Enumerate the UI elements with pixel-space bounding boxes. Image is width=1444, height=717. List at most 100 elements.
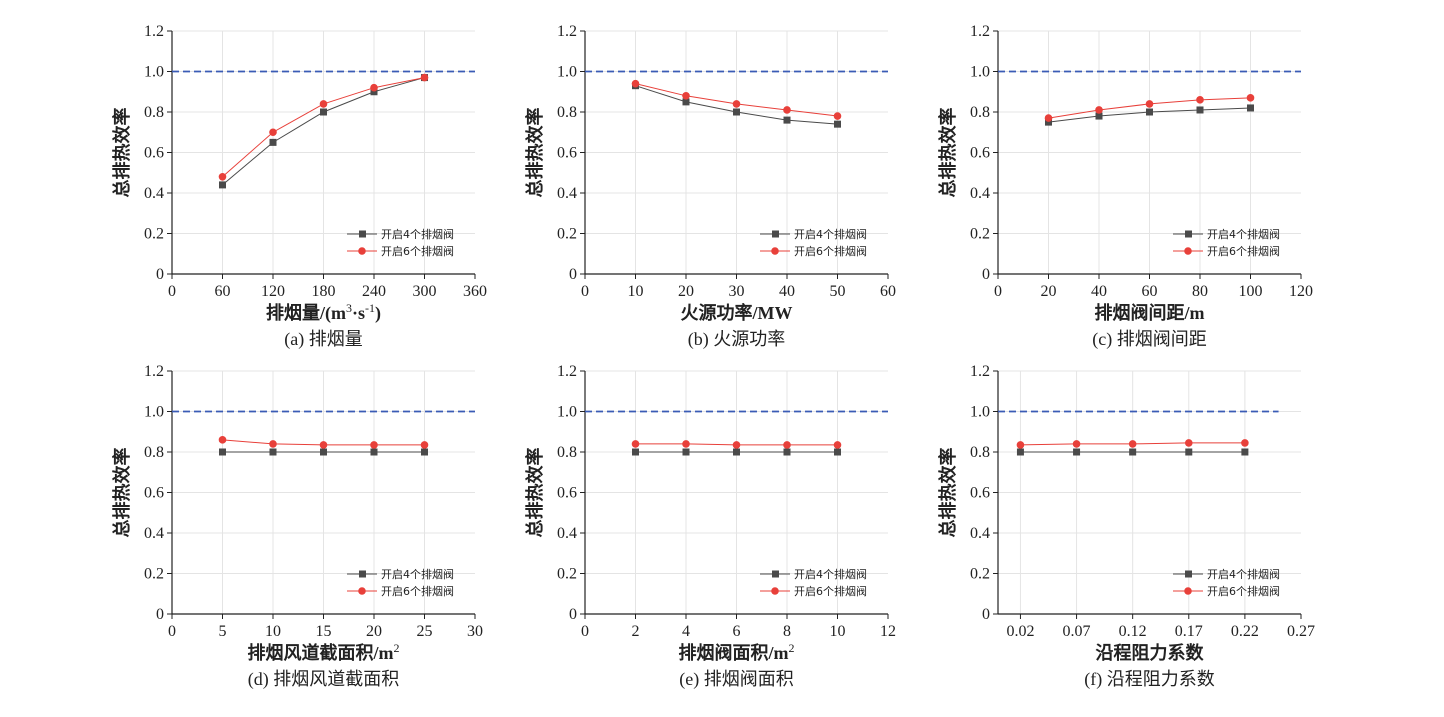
data-point (320, 108, 327, 116)
x-axis-label-part: 排烟阀间距/m (1095, 302, 1205, 323)
legend-label: 开启6个排烟阀 (381, 244, 454, 258)
x-tick-label: 180 (312, 283, 336, 300)
data-point (1196, 106, 1204, 114)
legend-label: 开启4个排烟阀 (794, 227, 867, 241)
x-axis-label-part: ) (375, 303, 381, 324)
x-tick-label: 20 (366, 623, 382, 640)
legend-label: 开启4个排烟阀 (381, 567, 454, 581)
data-point (1072, 440, 1081, 448)
x-tick-label: 60 (1142, 283, 1158, 300)
y-axis-label: 总排热效率 (111, 108, 132, 198)
x-tick-label: 30 (467, 623, 483, 640)
legend-marker (359, 230, 366, 238)
y-tick-label: 0.8 (970, 444, 990, 461)
chart-panel-d: 0 5 10 15 20 25 30 0 0.2 0.4 0.6 0.8 1.0 1.2 开启4个排烟阀开启… (111, 363, 483, 690)
legend-label: 开启4个排烟阀 (794, 567, 867, 581)
x-tick-label: 0.07 (1063, 623, 1091, 640)
x-tick-label: 40 (779, 283, 795, 300)
data-point (1073, 448, 1081, 456)
data-point (218, 173, 227, 181)
y-tick-label: 0.2 (557, 566, 577, 583)
x-tick-label: 80 (1192, 283, 1208, 300)
chart-panel-e: 0 2 4 6 8 10 12 0 0.2 0.4 0.6 0.8 1.0 1.2 开启4个排烟阀开启6个排… (524, 363, 896, 690)
data-point (1016, 441, 1025, 449)
x-axis-label-part: 排烟风道截面积/m (248, 642, 394, 663)
x-tick-label: 20 (678, 283, 694, 300)
data-point (219, 448, 226, 456)
data-point (1241, 448, 1249, 456)
data-point (1241, 439, 1249, 447)
x-axis-label-part: -1 (365, 301, 375, 315)
y-tick-label: 0.4 (144, 525, 164, 542)
x-axis-label-part: 排烟阀面积/m (679, 642, 789, 663)
panel-caption: (b) 火源功率 (688, 329, 786, 350)
x-tick-label: 0.12 (1119, 623, 1147, 640)
legend-label: 开启4个排烟阀 (1207, 227, 1280, 241)
chart-panel-c: 0 20 40 60 80 100 120 0 0.2 0.4 0.6 0.8 1.0 1.2 开启4个排烟… (937, 23, 1313, 350)
data-point (1146, 108, 1153, 116)
data-point (319, 100, 328, 108)
y-tick-label: 0.8 (557, 104, 577, 121)
y-tick-label: 0.8 (144, 444, 164, 461)
x-tick-label: 240 (362, 283, 386, 300)
legend-marker (358, 247, 366, 255)
x-tick-label: 10 (265, 623, 281, 640)
y-axis-label: 总排热效率 (524, 448, 545, 538)
legend-label: 开启4个排烟阀 (1207, 567, 1280, 581)
data-point (783, 441, 791, 449)
legend-marker (772, 230, 779, 238)
data-point (783, 106, 791, 114)
x-tick-label: 20 (1041, 283, 1057, 300)
data-point (269, 440, 277, 448)
y-tick-label: 1.2 (970, 363, 990, 380)
panel-caption: (d) 排烟风道截面积 (248, 669, 400, 690)
data-point (733, 108, 740, 116)
legend-marker (1185, 230, 1192, 238)
data-point (421, 448, 428, 456)
y-tick-label: 0 (569, 266, 577, 283)
legend-marker (771, 587, 779, 595)
data-point (834, 448, 841, 456)
y-axis-label: 总排热效率 (111, 448, 132, 538)
data-point (783, 116, 791, 124)
y-tick-label: 1.0 (970, 404, 990, 421)
data-point (631, 79, 640, 88)
x-tick-label: 0 (581, 283, 589, 300)
data-point (631, 440, 640, 448)
chart-panel-a: 0 60 120 180 240 300 360 0 0.2 0.4 0.6 0.8 1.0 1.2 开启4… (111, 23, 487, 350)
data-point (632, 448, 639, 456)
panel-caption: (c) 排烟阀间距 (1092, 329, 1206, 350)
data-point (1045, 118, 1052, 126)
chart-panel-f: 0.02 0.07 0.12 0.17 0.22 0.27 0 0.2 0.4 0.6 0.8 1.0… (937, 363, 1315, 690)
y-tick-label: 0.2 (557, 226, 577, 243)
x-tick-label: 0.02 (1006, 623, 1034, 640)
y-tick-label: 1.0 (144, 64, 164, 81)
x-axis-label-part: 3 (346, 301, 352, 315)
y-tick-label: 0.8 (557, 444, 577, 461)
legend-label: 开启6个排烟阀 (794, 244, 867, 258)
x-axis-label-part: 2 (394, 641, 400, 655)
x-tick-label: 0 (168, 283, 176, 300)
x-axis-label-part: 2 (789, 641, 795, 655)
y-tick-label: 1.0 (557, 64, 577, 81)
data-point (682, 98, 690, 106)
data-point (1129, 448, 1137, 456)
data-point (1095, 106, 1103, 114)
legend-marker (1184, 587, 1192, 595)
x-axis-label-part: 排烟量/(m (266, 302, 346, 324)
data-point (320, 448, 327, 456)
y-tick-label: 1.0 (970, 64, 990, 81)
x-tick-label: 12 (880, 623, 896, 640)
x-tick-label: 0.22 (1231, 623, 1259, 640)
x-axis-label: 火源功率/MW (681, 302, 793, 323)
y-tick-label: 1.2 (144, 363, 164, 380)
y-tick-label: 0.6 (144, 485, 164, 502)
y-tick-label: 1.2 (970, 23, 990, 40)
y-tick-label: 0.2 (144, 226, 164, 243)
y-tick-label: 0.6 (970, 485, 990, 502)
y-tick-label: 0.6 (970, 145, 990, 162)
legend-label: 开启6个排烟阀 (381, 584, 454, 598)
legend-label: 开启6个排烟阀 (794, 584, 867, 598)
data-point (833, 441, 842, 449)
